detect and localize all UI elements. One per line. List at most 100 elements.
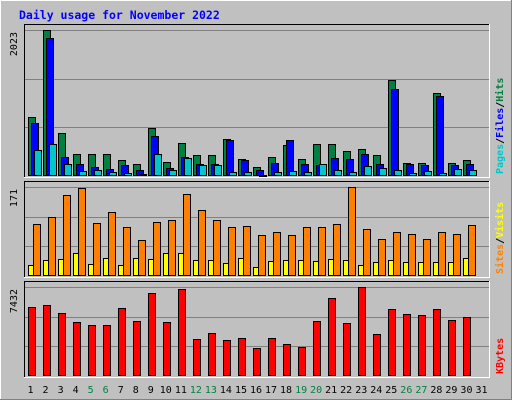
legend-entry: / xyxy=(495,102,506,108)
bar-kbytes xyxy=(463,317,471,376)
bar-kbytes xyxy=(403,314,411,376)
bar-sites xyxy=(108,212,116,276)
legend-entry: KBytes xyxy=(495,338,506,374)
bar-kbytes xyxy=(328,298,336,376)
bar-pages xyxy=(424,171,432,176)
legend-entry: / xyxy=(495,138,506,144)
bar-kbytes xyxy=(358,287,366,376)
x-tick-label: 13 xyxy=(205,385,217,396)
bar-kbytes xyxy=(238,338,246,376)
bar-sites xyxy=(333,224,341,276)
x-axis: 1 2 3 4 5 6 7 8 9 10 11 12 13 14 15 16 17 18 19 20 21 22 23 24 2… xyxy=(28,385,488,396)
bar-files xyxy=(256,170,264,176)
x-tick-label: 24 xyxy=(370,385,382,396)
bar-pages xyxy=(214,165,222,176)
bar-files xyxy=(226,140,234,176)
chart-title: Daily usage for November 2022 xyxy=(19,8,220,22)
bar-sites xyxy=(303,227,311,276)
bar-kbytes xyxy=(298,347,306,376)
bar-pages xyxy=(184,158,192,176)
x-tick-label: 30 xyxy=(460,385,472,396)
y-axis-max-label: 2023 xyxy=(9,32,20,56)
bar-kbytes xyxy=(373,334,381,376)
bar-sites xyxy=(33,224,41,276)
x-tick-label: 1 xyxy=(28,385,34,396)
legend-entry: / xyxy=(495,238,506,244)
legend-entry: Sites xyxy=(494,244,506,274)
bar-sites xyxy=(363,229,371,276)
bar-pages xyxy=(349,172,357,176)
bar-sites xyxy=(228,227,236,276)
bar-pages xyxy=(109,172,117,176)
legend: KBytes xyxy=(495,338,506,374)
x-tick-label: 9 xyxy=(148,385,154,396)
bar-kbytes xyxy=(313,321,321,376)
bar-pages xyxy=(364,166,372,176)
bar-sites xyxy=(243,226,251,276)
bar-kbytes xyxy=(343,323,351,376)
bar-sites xyxy=(348,187,356,276)
bar-sites xyxy=(258,235,266,276)
legend: Sites/Visits xyxy=(494,202,506,274)
x-tick-label: 22 xyxy=(340,385,352,396)
bar-sites xyxy=(408,234,416,276)
x-tick-label: 12 xyxy=(190,385,202,396)
bar-sites xyxy=(318,227,326,276)
bar-pages xyxy=(439,173,447,176)
bar-sites xyxy=(423,239,431,276)
bar-pages xyxy=(394,170,402,176)
bar-sites xyxy=(93,223,101,276)
bar-kbytes xyxy=(448,320,456,376)
bar-sites xyxy=(198,210,206,276)
bar-pages xyxy=(64,164,72,176)
panel-kbytes: 7432 KBytes xyxy=(9,281,506,378)
x-tick-label: 27 xyxy=(415,385,427,396)
x-tick-label: 5 xyxy=(88,385,94,396)
bar-pages xyxy=(304,172,312,176)
x-tick-label: 10 xyxy=(160,385,172,396)
bar-kbytes xyxy=(43,305,51,376)
bar-sites xyxy=(453,234,461,276)
bar-pages xyxy=(454,169,462,176)
bar-kbytes xyxy=(118,308,126,376)
bar-sites xyxy=(123,227,131,276)
bar-sites xyxy=(213,220,221,276)
x-tick-label: 8 xyxy=(133,385,139,396)
bar-pages xyxy=(169,170,177,176)
x-tick-label: 23 xyxy=(355,385,367,396)
x-tick-label: 11 xyxy=(175,385,187,396)
legend-entry: Visits xyxy=(494,202,506,238)
x-tick-label: 20 xyxy=(310,385,322,396)
bar-kbytes xyxy=(133,321,141,376)
chart-panels: 2023Pages/Files/Hits171Sites/Visits7432K… xyxy=(9,24,506,378)
bar-kbytes xyxy=(193,339,201,376)
bar-kbytes xyxy=(268,338,276,376)
bar-kbytes xyxy=(418,315,426,376)
bar-sites xyxy=(138,240,146,276)
bar-sites xyxy=(48,217,56,276)
bar-pages xyxy=(334,170,342,176)
bar-kbytes xyxy=(73,322,81,376)
bar-pages xyxy=(469,170,477,176)
x-tick-label: 15 xyxy=(235,385,247,396)
y-axis-max-label: 7432 xyxy=(9,289,20,313)
bar-pages xyxy=(259,175,267,177)
bar-kbytes xyxy=(28,307,36,376)
panel-background xyxy=(24,24,490,178)
x-tick-label: 3 xyxy=(58,385,64,396)
x-tick-label: 2 xyxy=(43,385,49,396)
bar-pages xyxy=(379,168,387,176)
bar-pages xyxy=(124,173,132,176)
bar-pages xyxy=(199,165,207,176)
bar-sites xyxy=(438,232,446,276)
bar-files xyxy=(436,96,444,176)
bar-kbytes xyxy=(208,333,216,376)
bar-sites xyxy=(78,188,86,276)
bar-kbytes xyxy=(283,344,291,376)
x-tick-label: 19 xyxy=(295,385,307,396)
bar-kbytes xyxy=(148,293,156,376)
bar-sites xyxy=(468,225,476,276)
bar-sites xyxy=(393,232,401,276)
